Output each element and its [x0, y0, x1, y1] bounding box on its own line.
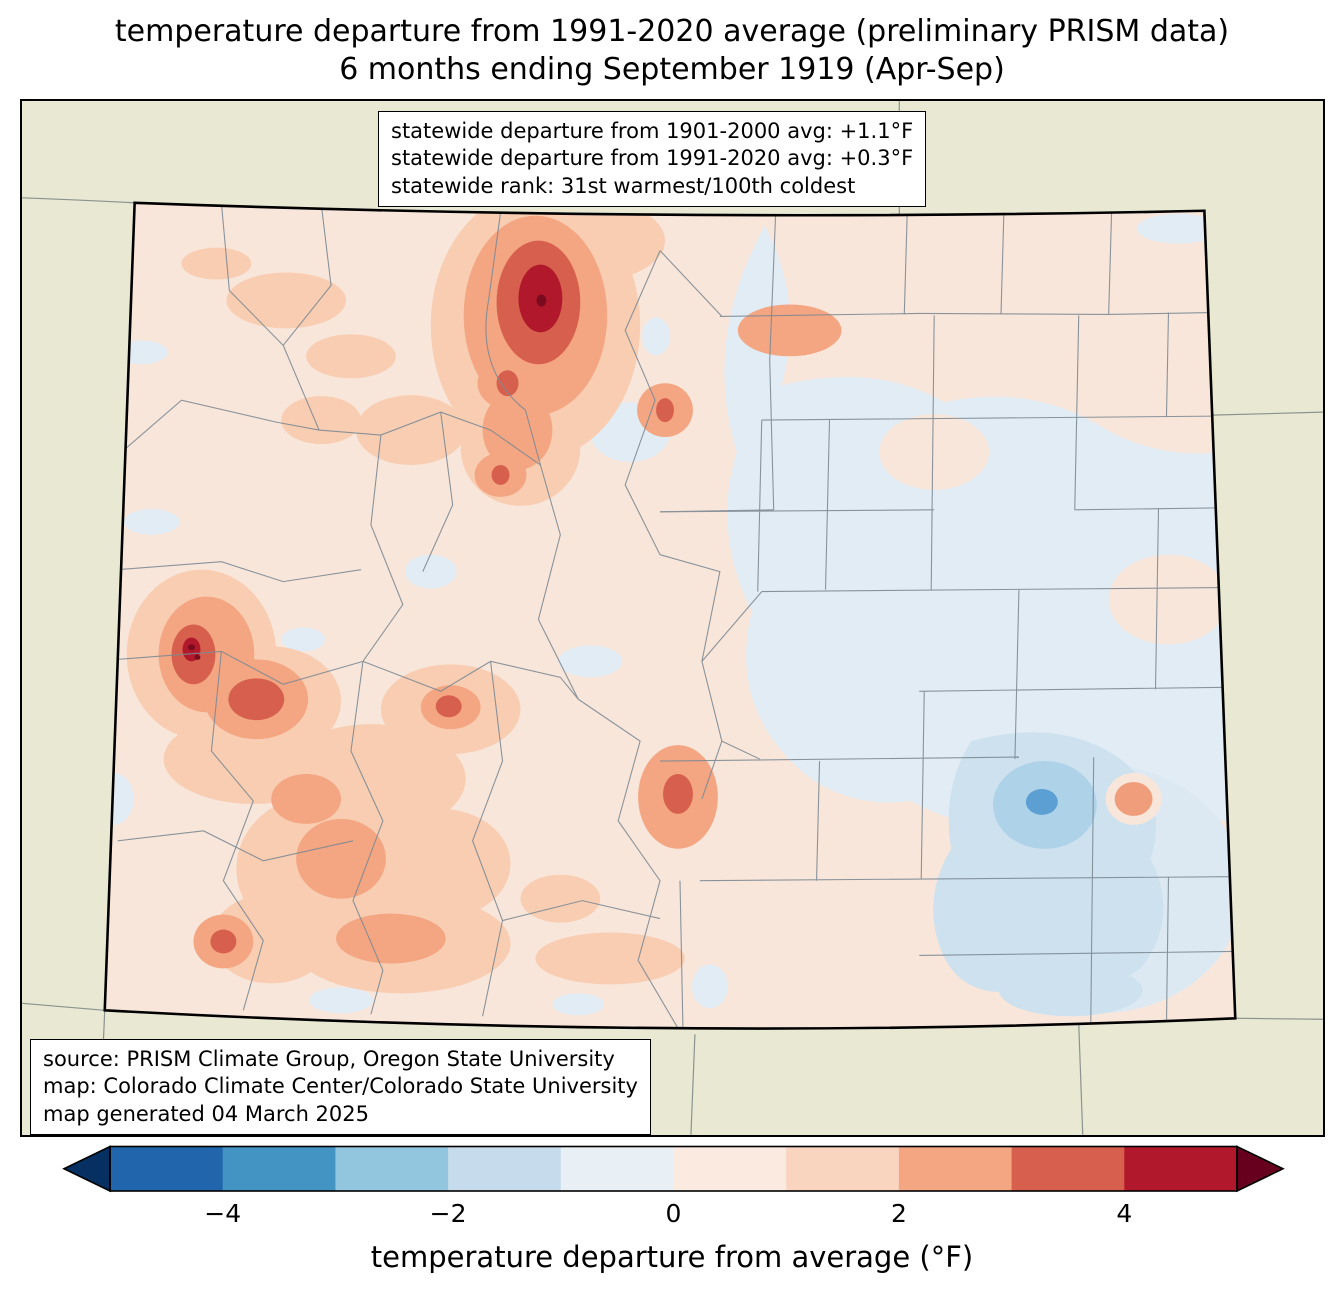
colorbar-segment [1124, 1146, 1238, 1191]
colorbar-right-arrow [1236, 1145, 1285, 1193]
state-border [103, 201, 1237, 1030]
colorbar-segment [1011, 1146, 1125, 1191]
colorbar-segment [898, 1146, 1013, 1191]
colorbar-segment [110, 1146, 224, 1191]
figure-title: temperature departure from 1991-2020 ave… [0, 13, 1344, 89]
source-line-3: map generated 04 March 2025 [43, 1101, 370, 1126]
cold-core-southeast [1025, 788, 1058, 815]
stats-box: statewide departure from 1901-2000 avg: … [378, 111, 927, 207]
colorbar-outline [109, 1145, 1238, 1192]
colorbar-tick-label: −4 [204, 1199, 242, 1228]
stats-line-2: statewide departure from 1991-2020 avg: … [391, 146, 914, 171]
colorbar-segment [222, 1146, 336, 1191]
colorbar-segment [335, 1146, 449, 1191]
map-frame [20, 99, 1325, 1137]
source-line-1: source: PRISM Climate Group, Oregon Stat… [43, 1047, 615, 1071]
colorbar-segment [448, 1146, 562, 1191]
title-line-1: temperature departure from 1991-2020 ave… [114, 14, 1230, 49]
colorbar-axis-label: temperature departure from average (°F) [370, 1240, 974, 1274]
colorbar-segment [673, 1146, 787, 1191]
source-box: source: PRISM Climate Group, Oregon Stat… [30, 1039, 651, 1135]
anomaly-regions [104, 202, 1236, 1017]
title-line-2: 6 months ending September 1919 (Apr-Sep) [339, 51, 1005, 87]
colorado-map-svg [22, 101, 1323, 1135]
colorbar-segment [560, 1146, 675, 1191]
colorbar-tick-label: 0 [665, 1199, 682, 1228]
colorbar-gradient-svg [62, 1145, 1285, 1193]
source-line-2: map: Colorado Climate Center/Colorado St… [43, 1074, 638, 1099]
stats-line-3: statewide rank: 31st warmest/100th colde… [391, 173, 856, 198]
colorbar-left-arrow [62, 1145, 111, 1193]
colorbar-tick-label: 4 [1116, 1199, 1133, 1228]
colorbar-ticks: −4 −2 0 2 4 [0, 1199, 1344, 1235]
stats-line-1: statewide departure from 1901-2000 avg: … [391, 119, 914, 143]
county-boundaries [117, 202, 1234, 1029]
colorbar-tick-label: 2 [890, 1199, 907, 1228]
cold-region-east [724, 225, 1236, 828]
colorbar-tick-label: −2 [429, 1199, 467, 1228]
colorbar-segment [786, 1146, 900, 1191]
